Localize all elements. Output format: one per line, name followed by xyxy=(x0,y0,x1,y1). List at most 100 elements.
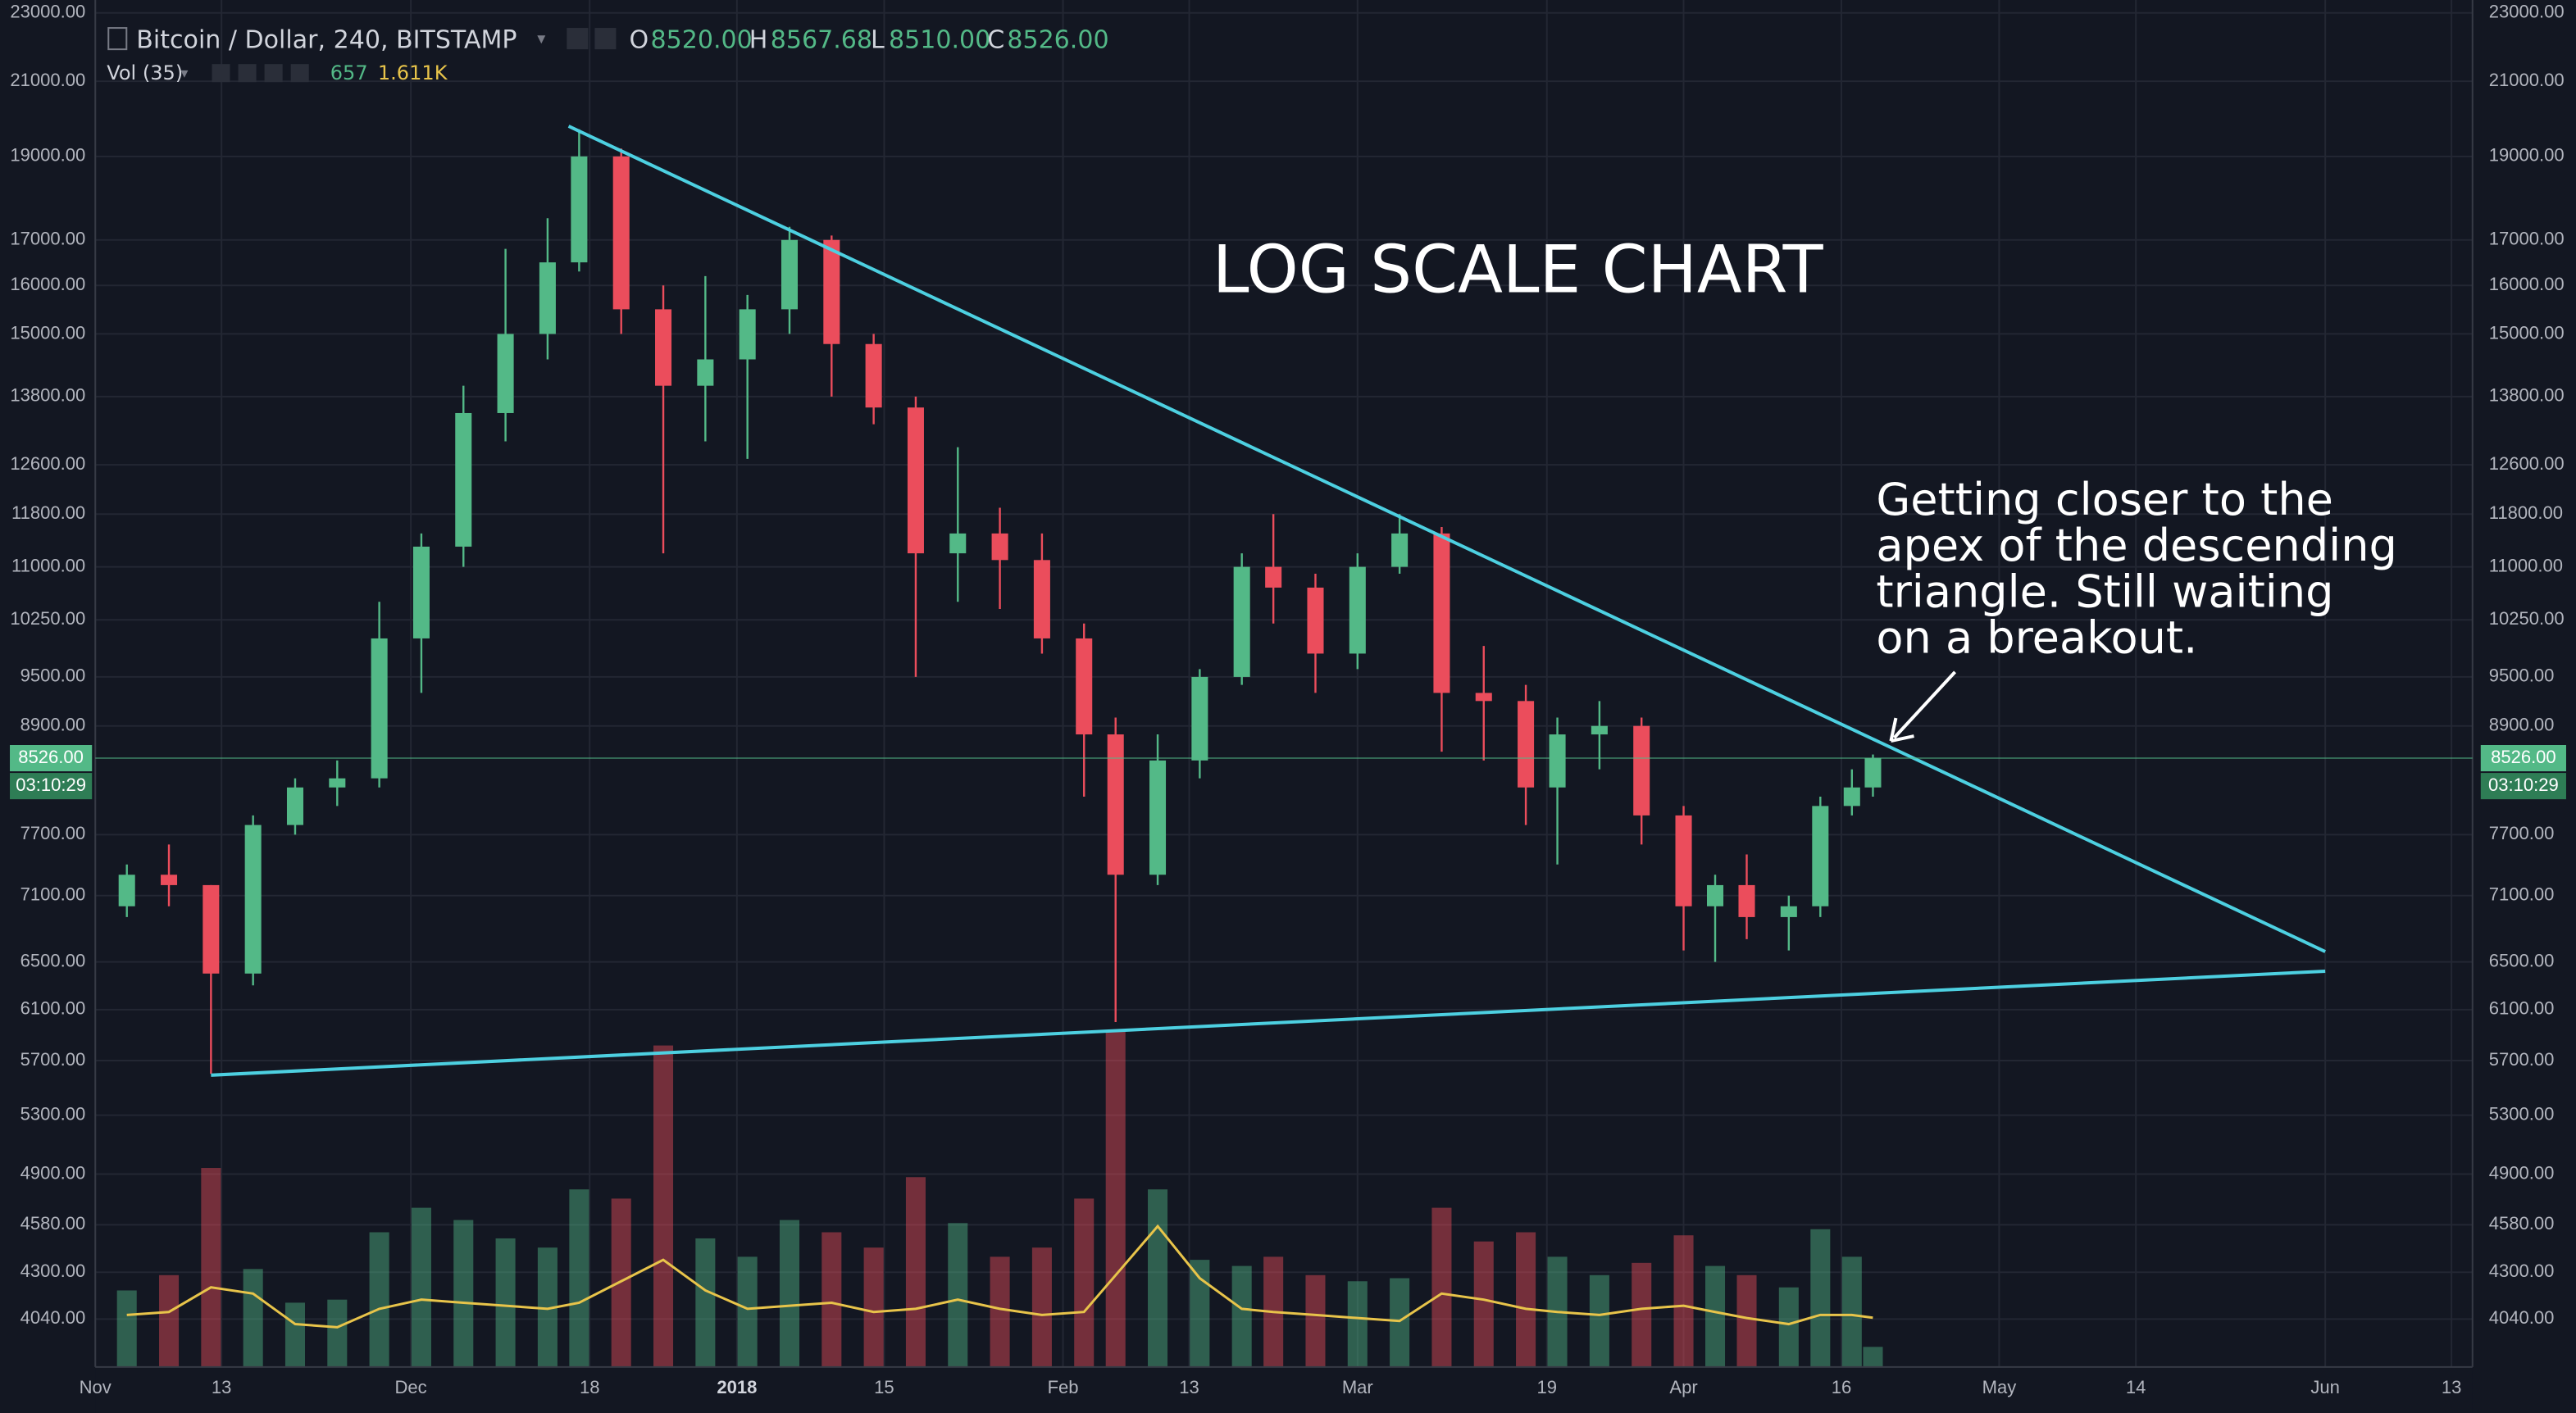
hide-icon[interactable] xyxy=(594,28,617,50)
y-tick-label: 4900.00 xyxy=(2489,1162,2555,1183)
y-tick-label: 11000.00 xyxy=(2489,555,2563,575)
candle-body xyxy=(865,343,882,408)
x-tick-label: 15 xyxy=(874,1377,894,1397)
volume-bar xyxy=(863,1247,884,1367)
y-tick-label: 11800.00 xyxy=(2489,502,2563,523)
candle-body xyxy=(1812,806,1829,906)
high-label: H xyxy=(749,26,768,55)
collapse-icon[interactable] xyxy=(107,27,128,51)
vol-icon[interactable] xyxy=(264,64,283,83)
candle-body xyxy=(497,334,514,413)
price-tag xyxy=(2480,744,2566,772)
vol-icon[interactable] xyxy=(238,64,257,83)
candle-body xyxy=(949,533,967,554)
price-tag-label: 8526.00 xyxy=(2491,747,2556,767)
y-tick-label: 16000.00 xyxy=(10,274,85,294)
vol-icon[interactable] xyxy=(212,64,230,83)
volume-bar xyxy=(369,1232,389,1367)
volume-bar xyxy=(1632,1262,1652,1367)
candle-body xyxy=(1549,734,1566,788)
y-tick-label: 5300.00 xyxy=(20,1103,86,1124)
timer-tag xyxy=(10,773,93,800)
candle-body xyxy=(1076,638,1093,735)
candle-body xyxy=(612,156,630,310)
volume-bar xyxy=(653,1045,674,1367)
candle-body xyxy=(1675,815,1692,906)
candle-body xyxy=(1475,693,1492,702)
x-tick-label: 14 xyxy=(2126,1377,2146,1397)
vol-icon[interactable] xyxy=(290,64,309,83)
candle-body xyxy=(1191,676,1208,761)
y-tick-label: 17000.00 xyxy=(2489,229,2565,249)
symbol-title[interactable]: Bitcoin / Dollar, 240, BITSTAMP xyxy=(136,26,517,55)
volume-bar xyxy=(327,1299,348,1367)
candle-body xyxy=(907,407,924,554)
y-tick-label: 13800.00 xyxy=(10,385,85,406)
caret-icon[interactable]: ▾ xyxy=(537,29,545,48)
trendline xyxy=(567,125,2326,953)
caret-icon[interactable]: ▾ xyxy=(180,65,188,82)
candle-body xyxy=(203,884,220,974)
candle-body xyxy=(161,875,178,885)
candle-body xyxy=(1033,560,1050,638)
candle-body xyxy=(1843,787,1860,806)
low-value: 8510.00 xyxy=(889,26,990,55)
volume-bar xyxy=(495,1238,516,1367)
y-tick-label: 9500.00 xyxy=(20,666,86,686)
volume-bar xyxy=(453,1220,474,1367)
y-tick-label: 8900.00 xyxy=(2489,715,2555,735)
volume-bar xyxy=(201,1168,221,1367)
candle-body xyxy=(1349,566,1366,654)
candle-body xyxy=(697,359,714,386)
y-tick-label: 9500.00 xyxy=(2489,666,2555,686)
volume-bar xyxy=(159,1274,180,1367)
note-line: apex of the descending xyxy=(1876,520,2396,571)
open-value: 8520.00 xyxy=(651,26,753,55)
candles xyxy=(118,129,1882,1075)
price-tag xyxy=(10,744,93,772)
volume-bar xyxy=(1231,1265,1252,1367)
y-tick-label: 6100.00 xyxy=(2489,998,2555,1019)
volume-pane xyxy=(116,1029,1883,1367)
settings-icon[interactable] xyxy=(567,28,589,50)
y-tick-label: 6500.00 xyxy=(20,950,86,970)
x-tick-label: 13 xyxy=(1179,1377,1199,1397)
volume-bar xyxy=(1673,1235,1694,1367)
note-line: Getting closer to the xyxy=(1876,474,2333,525)
candle-body xyxy=(571,156,588,263)
y-tick-label: 21000.00 xyxy=(2489,70,2565,90)
y-tick-label: 21000.00 xyxy=(10,70,85,90)
candle-body xyxy=(286,787,304,825)
y-tick-label: 16000.00 xyxy=(2489,274,2565,294)
x-tick-label: 19 xyxy=(1536,1377,1557,1397)
y-tick-label: 7100.00 xyxy=(20,884,86,905)
volume-bar xyxy=(116,1290,137,1367)
x-tick-label: Mar xyxy=(1342,1377,1373,1397)
left-axis-panel xyxy=(0,0,96,1413)
volume-bar xyxy=(1841,1256,1862,1367)
volume-bar xyxy=(737,1256,758,1367)
candle-body xyxy=(1633,725,1650,816)
candle-body xyxy=(412,546,430,638)
y-tick-label: 23000.00 xyxy=(10,2,85,22)
volume-bar xyxy=(695,1238,716,1367)
volume-bar xyxy=(1778,1287,1799,1367)
volume-bar xyxy=(821,1232,842,1367)
volume-bar xyxy=(1736,1274,1757,1367)
volume-ma-line xyxy=(126,1224,1873,1329)
volume-bar xyxy=(569,1189,589,1367)
volume-bar xyxy=(284,1302,306,1367)
volume-bar xyxy=(243,1269,263,1367)
timer-tag xyxy=(2480,773,2566,800)
volume-label[interactable]: Vol (35) xyxy=(107,61,183,84)
candle-body xyxy=(1780,906,1797,917)
x-tick-label: 13 xyxy=(212,1377,232,1397)
candle-body xyxy=(118,875,135,906)
candle-body xyxy=(991,533,1008,561)
price-tags: 8526.00 03:10:29 8526.00 03:10:29 xyxy=(10,744,2566,800)
candle-body xyxy=(1518,701,1535,788)
candle-body xyxy=(1738,884,1755,917)
y-tick-label: 4900.00 xyxy=(20,1162,86,1183)
